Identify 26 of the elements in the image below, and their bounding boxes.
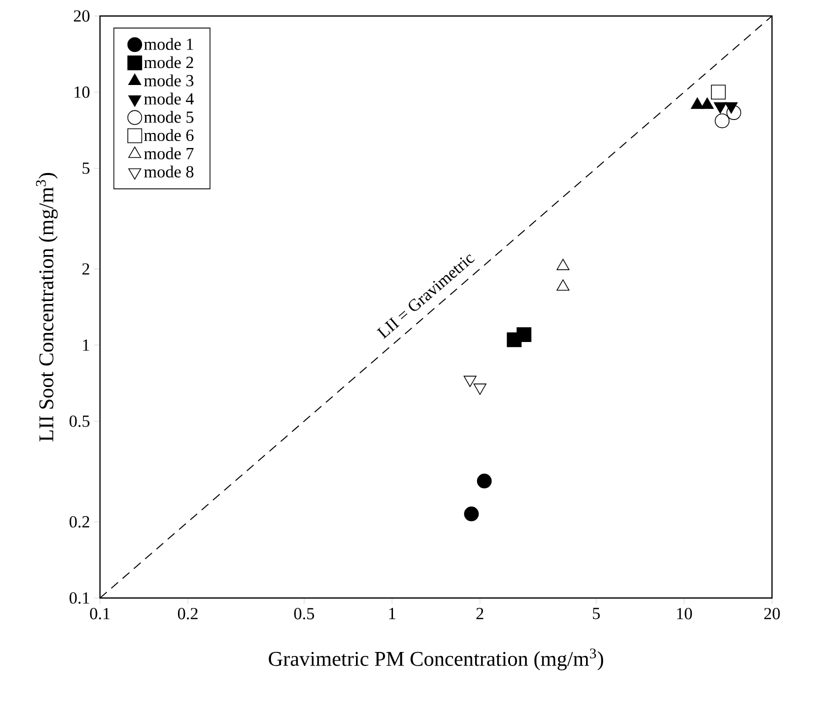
y-tick-label: 5: [82, 162, 90, 174]
x-tick-label: 1: [389, 608, 396, 620]
y-tick-label: 1: [83, 339, 90, 351]
x-tick-label: 5: [592, 608, 600, 620]
legend-label: mode 5: [144, 110, 194, 123]
x-tick-label: 2: [476, 608, 484, 620]
y-tick-label: 20: [74, 10, 90, 22]
y-tick-label: 0.1: [70, 592, 90, 604]
legend-label: mode 6: [144, 129, 194, 142]
legend-label: mode 3: [144, 74, 194, 86]
y-axis-title: LII Soot Concentration (mg/m$^{3}$): [36, 172, 58, 442]
x-tick-label: 0.1: [90, 608, 110, 620]
legend-label: mode 1: [144, 38, 194, 50]
legend-label: mode 2: [144, 56, 194, 68]
legend-label: mode 7: [144, 147, 194, 160]
legend-label: mode 4: [144, 92, 194, 105]
x-tick-label: 0.5: [294, 608, 314, 620]
x-tick-label: 10: [677, 608, 692, 620]
x-axis-title: Gravimetric PM Concentration (mg/m$^{3}$): [268, 648, 604, 670]
x-tick-label: 20: [764, 608, 780, 620]
y-tick-label: 0.2: [70, 516, 90, 528]
x-tick-label: 0.2: [178, 608, 198, 620]
y-tick-label: 0.5: [70, 415, 90, 427]
legend-label: mode 8: [144, 166, 194, 178]
y-tick-label: 2: [82, 263, 90, 275]
y-tick-label: 10: [74, 86, 90, 98]
